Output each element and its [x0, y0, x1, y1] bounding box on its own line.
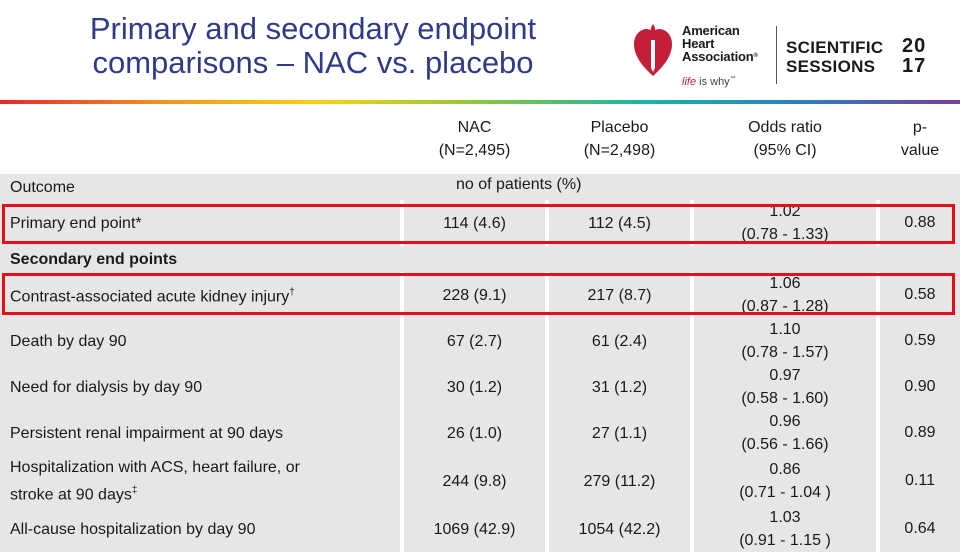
- col-nac-header: NAC (N=2,495): [404, 104, 545, 174]
- outcome-cell: Contrast-associated acute kidney injury†: [0, 272, 400, 318]
- nac-cell: 26 (1.0): [404, 410, 545, 456]
- slide-title-line1: Primary and secondary endpoint: [89, 11, 537, 46]
- odds-ratio-cell: 1.10 (0.78 - 1.57): [694, 318, 876, 364]
- p-value-cell: 0.58: [880, 272, 960, 318]
- p-value-cell: 0.89: [880, 410, 960, 456]
- odds-ratio-cell: 0.96 (0.56 - 1.66): [694, 410, 876, 456]
- placebo-cell: 217 (8.7): [549, 272, 690, 318]
- p-value-cell: 0.90: [880, 364, 960, 410]
- outcome-cell: Death by day 90: [0, 318, 400, 364]
- placebo-cell: 61 (2.4): [549, 318, 690, 364]
- aha-wordmark: American Heart Association®: [682, 23, 758, 64]
- col-p-header-l1: p-: [912, 119, 928, 136]
- ss-line1: SCIENTIFIC: [786, 38, 884, 57]
- placebo-cell: 1054 (42.2): [549, 506, 690, 552]
- header-row: NAC (N=2,495) Placebo (N=2,498) Odds rat…: [0, 104, 960, 174]
- table-row: Death by day 90 67 (2.7) 61 (2.4) 1.10 (0…: [0, 318, 960, 364]
- ss-line2: SESSIONS: [786, 57, 876, 76]
- slide-title-line2: comparisons – NAC vs. placebo: [92, 45, 534, 80]
- col-placebo-header-l2: (N=2,498): [583, 142, 656, 159]
- logo-divider: [776, 26, 777, 84]
- aha-wordmark-line3: Association: [682, 49, 754, 64]
- odds-ratio-cell: 0.86 (0.71 - 1.04 ): [694, 456, 876, 507]
- conference-logo: American Heart Association® life is why™…: [628, 14, 958, 94]
- placebo-cell: 31 (1.2): [549, 364, 690, 410]
- rainbow-divider: [0, 100, 960, 104]
- p-value-cell: 0.59: [880, 318, 960, 364]
- aha-heart-torch-icon: [634, 24, 672, 76]
- col-placebo-header: Placebo (N=2,498): [549, 104, 690, 174]
- nac-cell: 67 (2.7): [404, 318, 545, 364]
- odds-ratio-cell: 1.02 (0.78 - 1.33): [694, 200, 876, 246]
- nac-cell: 244 (9.8): [404, 456, 545, 507]
- slide-title: Primary and secondary endpoint compariso…: [8, 12, 618, 80]
- placebo-cell: 27 (1.1): [549, 410, 690, 456]
- scientific-sessions-wordmark: SCIENTIFIC SESSIONS: [786, 38, 883, 76]
- year-top: 20: [902, 35, 927, 57]
- endpoint-table: NAC (N=2,495) Placebo (N=2,498) Odds rat…: [0, 104, 960, 552]
- year-bottom: 17: [902, 55, 927, 77]
- col-p-header-l2: value: [900, 142, 940, 159]
- aha-tagline: life is why™: [682, 76, 736, 88]
- table-row: Contrast-associated acute kidney injury†…: [0, 272, 960, 318]
- table-row: Persistent renal impairment at 90 days 2…: [0, 410, 960, 456]
- p-value-cell: 0.88: [880, 200, 960, 246]
- outcome-cell: Persistent renal impairment at 90 days: [0, 410, 400, 456]
- odds-ratio-cell: 0.97 (0.58 - 1.60): [694, 364, 876, 410]
- tagline-life: life: [682, 76, 697, 88]
- col-or-header-l2: (95% CI): [753, 142, 817, 159]
- odds-ratio-cell: 1.03 (0.91 - 1.15 ): [694, 506, 876, 552]
- aki-endpoint-highlight: [2, 273, 955, 315]
- aha-wordmark-line2: Heart: [682, 36, 715, 51]
- outcome-label: Outcome: [0, 174, 400, 200]
- col-pvalue-header: p- value: [880, 104, 960, 174]
- nac-cell: 30 (1.2): [404, 364, 545, 410]
- table-row: Need for dialysis by day 90 30 (1.2) 31 …: [0, 364, 960, 410]
- nac-cell: 228 (9.1): [404, 272, 545, 318]
- odds-ratio-cell: 1.06 (0.87 - 1.28): [694, 272, 876, 318]
- outcome-cell: Primary end point*: [0, 200, 400, 246]
- col-or-header-l1: Odds ratio: [748, 119, 822, 136]
- col-nac-header-l1: NAC: [457, 119, 492, 136]
- outcome-cell: Need for dialysis by day 90: [0, 364, 400, 410]
- col-nac-header-l2: (N=2,495): [438, 142, 511, 159]
- table-row: Hospitalization with ACS, heart failure,…: [0, 456, 960, 507]
- outcome-cell: Hospitalization with ACS, heart failure,…: [0, 456, 400, 507]
- nac-cell: 114 (4.6): [404, 200, 545, 246]
- table-row: All-cause hospitalization by day 90 1069…: [0, 506, 960, 552]
- section-row: Secondary end points: [0, 246, 960, 272]
- primary-endpoint-highlight: [2, 204, 955, 244]
- col-placebo-header-l1: Placebo: [590, 119, 649, 136]
- p-value-cell: 0.64: [880, 506, 960, 552]
- secondary-endpoints-label: Secondary end points: [0, 246, 400, 272]
- sessions-year: 20 17: [902, 36, 926, 76]
- col-odds-ratio-header: Odds ratio (95% CI): [694, 104, 876, 174]
- placebo-cell: 112 (4.5): [549, 200, 690, 246]
- tagline-is-why: is why: [699, 76, 730, 88]
- table-row: Primary end point* 114 (4.6) 112 (4.5) 1…: [0, 200, 960, 246]
- p-value-cell: 0.11: [880, 456, 960, 507]
- outcome-cell: All-cause hospitalization by day 90: [0, 506, 400, 552]
- aha-wordmark-line1: American: [682, 23, 740, 38]
- header-blank-cell: [0, 104, 400, 174]
- units-label: no of patients (%): [456, 176, 582, 193]
- placebo-cell: 279 (11.2): [549, 456, 690, 507]
- nac-cell: 1069 (42.9): [404, 506, 545, 552]
- subheader-row: Outcome no of patients (%): [0, 174, 960, 200]
